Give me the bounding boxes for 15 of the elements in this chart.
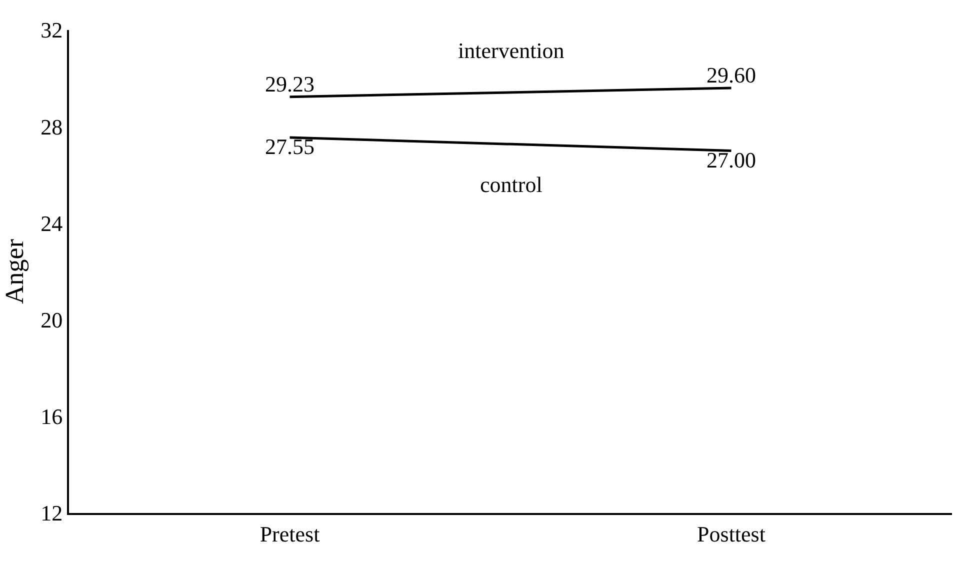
y-axis-title: Anger (0, 238, 29, 304)
y-tick-label: 16 (40, 404, 63, 430)
y-tick-label: 24 (40, 210, 63, 236)
y-tick-label: 12 (40, 500, 63, 526)
data-label: 27.00 (706, 147, 756, 172)
data-label: 29.60 (706, 62, 756, 88)
data-label: 29.23 (265, 71, 314, 96)
x-tick-label: Pretest (260, 521, 320, 546)
y-tick-label: 28 (40, 114, 63, 140)
series-label: control (480, 172, 542, 197)
x-tick-label: Posttest (697, 521, 766, 546)
y-tick-label: 20 (40, 308, 63, 332)
y-tick-label: 32 (40, 18, 63, 43)
series-label: intervention (458, 38, 564, 63)
data-label: 27.55 (265, 134, 314, 159)
